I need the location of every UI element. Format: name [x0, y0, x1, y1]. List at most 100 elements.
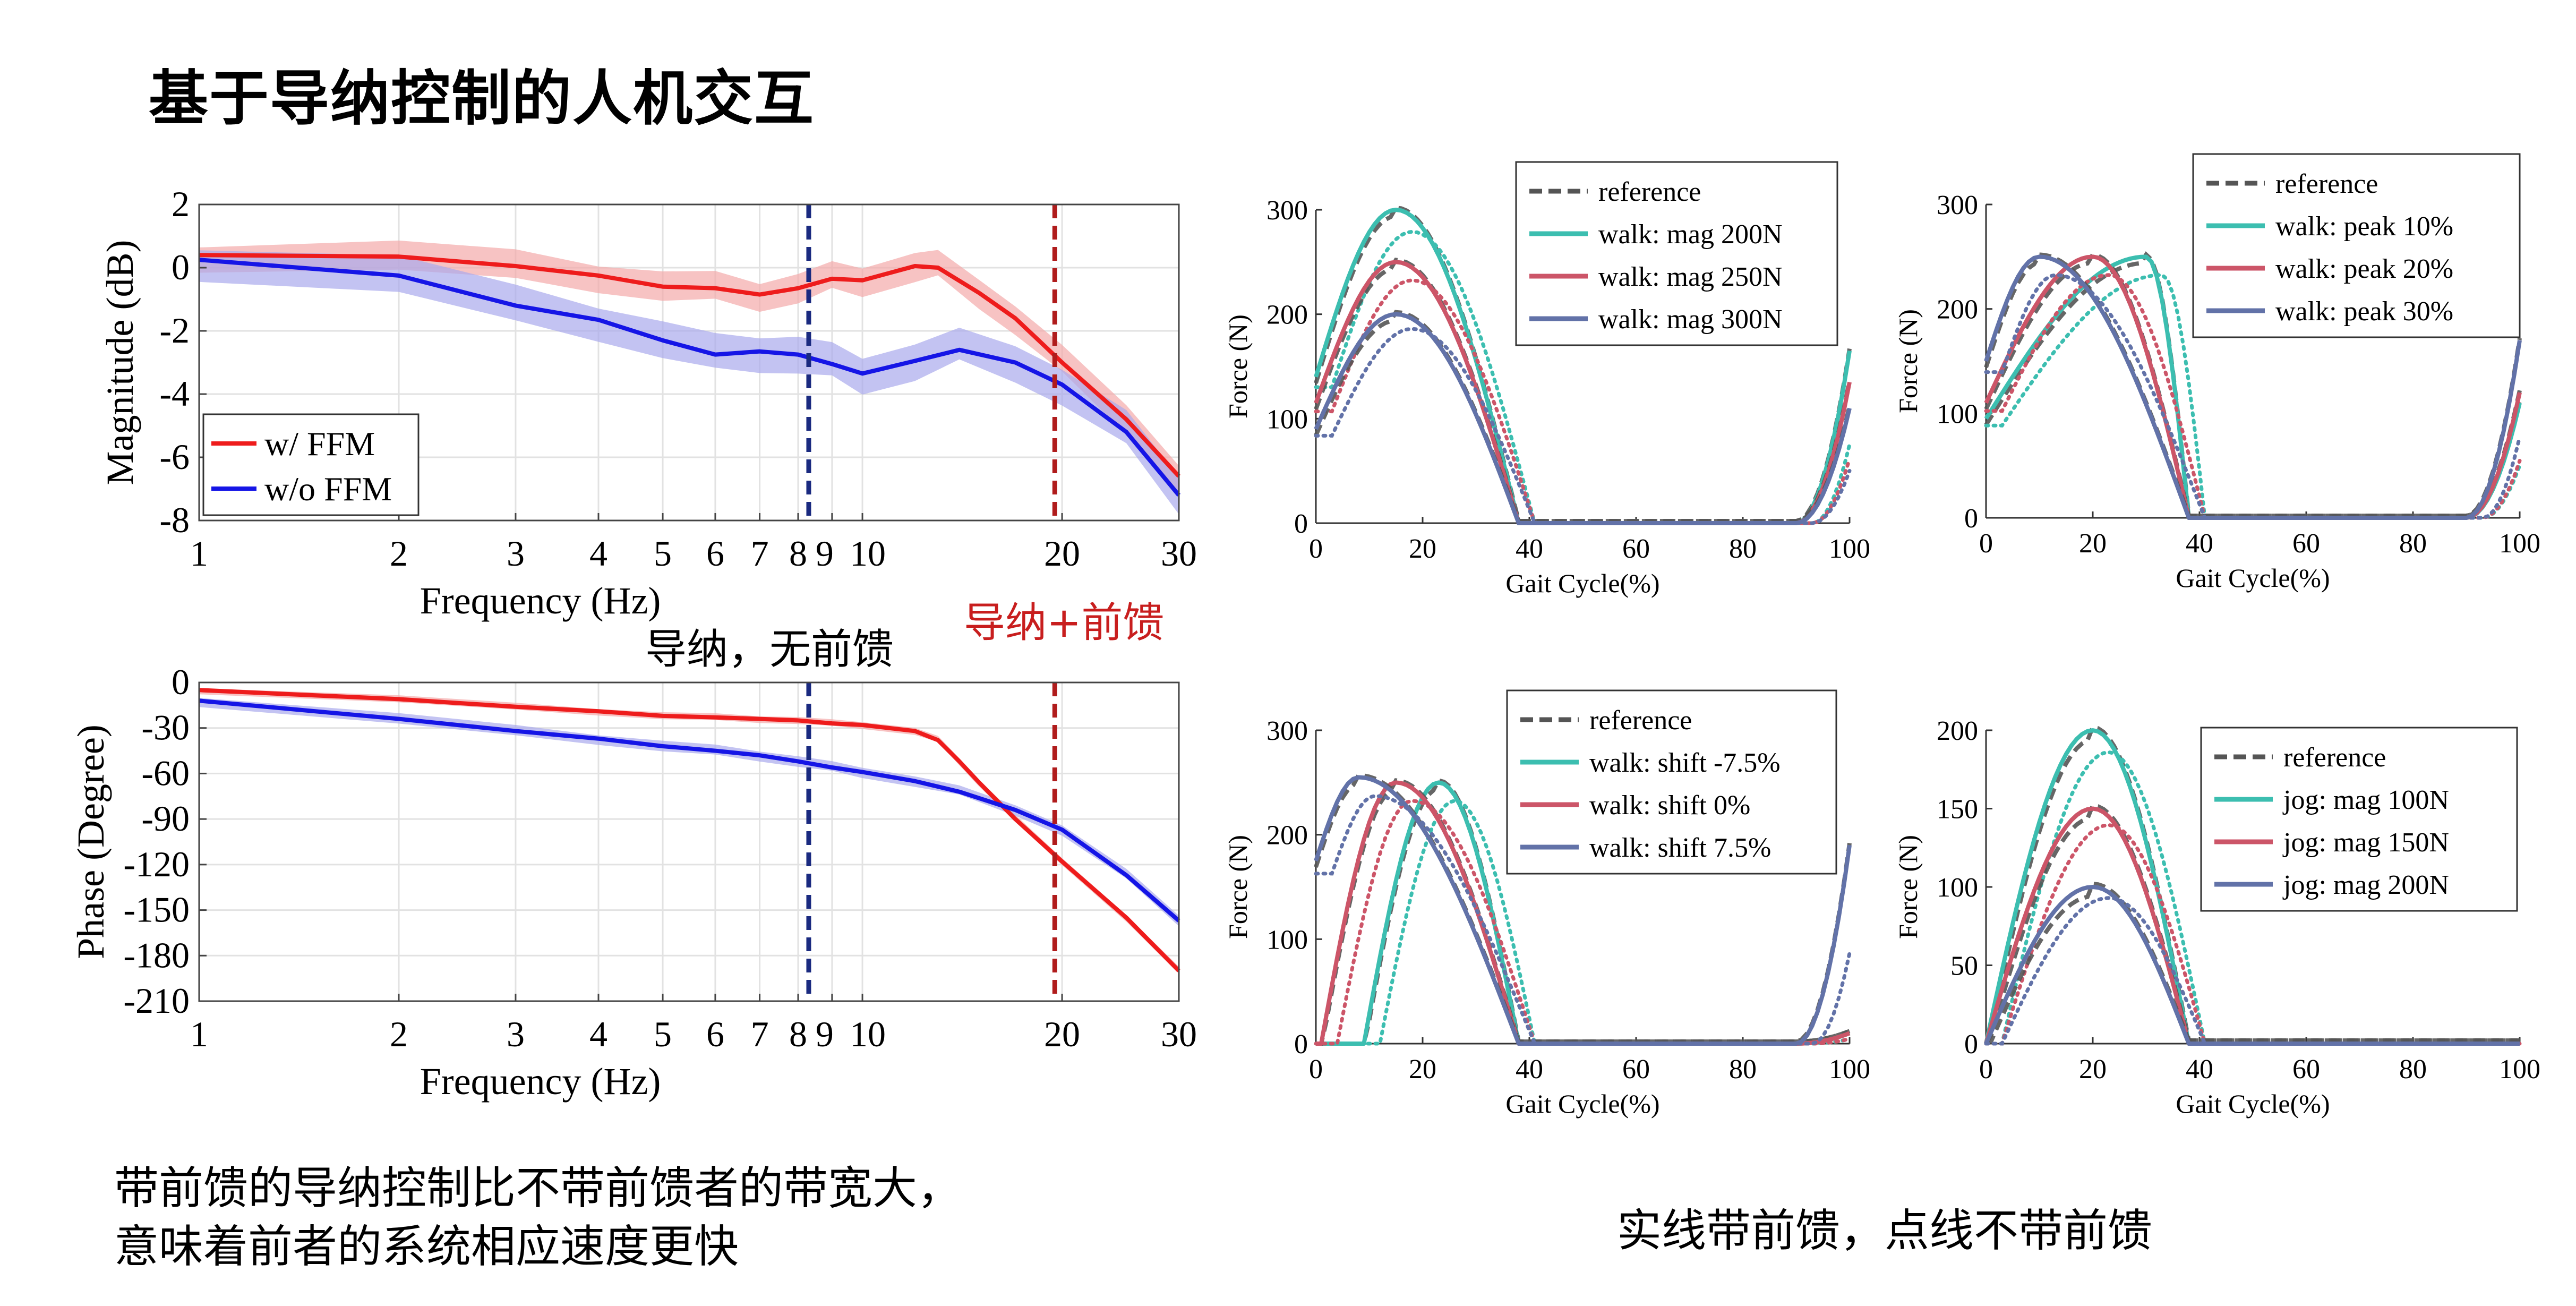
x-tick-label: 0 [1979, 528, 1993, 559]
y-axis-label: Force (N) [1223, 835, 1253, 939]
y-tick-label: -60 [141, 753, 190, 793]
plot-frame [198, 681, 1180, 1002]
reference-line [1985, 881, 2520, 1046]
series-line-dotted [1984, 896, 2522, 1046]
phase-chart: 1 2 3 4 5 6 7 8 9 10 20 30 0 -30 -60 -90 -120 -150 -180 -21… [70, 662, 1197, 1103]
x-tick-label: 100 [2499, 528, 2540, 559]
y-tick-label: 150 [1937, 795, 1978, 825]
reference-line [1984, 252, 2522, 518]
series-line-dotted [1314, 327, 1852, 525]
series-line-dotted [1314, 278, 1852, 525]
legend-label: reference [1598, 177, 1701, 207]
y-axis-label: Force (N) [1893, 309, 1923, 413]
annotation-admittance-no-ffm: 导纳，无前馈 [645, 626, 894, 673]
y-tick-label: 0 [172, 662, 190, 702]
x-axis-label: Frequency (Hz) [420, 1060, 661, 1103]
y-tick-label: -150 [123, 890, 190, 930]
x-tick-label: 0 [1979, 1054, 1993, 1085]
legend-label: walk: peak 30% [2275, 296, 2453, 327]
y-tick-label: 0 [172, 247, 190, 287]
y-tick-label: 300 [1937, 190, 1978, 220]
y-tick-label: 2 [172, 184, 190, 224]
x-tick-label: 8 [789, 1014, 807, 1054]
x-tick-label: 0 [1309, 534, 1323, 564]
x-tick-label: 40 [1516, 1054, 1543, 1085]
legend: reference walk: shift -7.5% walk: shift 0%… [1506, 689, 1837, 875]
y-tick-label: -6 [159, 437, 190, 477]
walk-magnitude-chart: 0 20 40 60 80 100 0 100 200 300 Gait Cycle(%) Force… [1223, 161, 1870, 598]
x-tick-label: 9 [816, 1014, 834, 1054]
x-tick-label: 60 [1622, 534, 1650, 564]
x-tick-label: 5 [654, 533, 672, 574]
legend-label: walk: peak 10% [2275, 211, 2453, 242]
x-tick-label: 60 [1622, 1054, 1650, 1085]
series-line-woffm [199, 258, 1181, 497]
annotation-admittance-ffm: 导纳+前馈 [964, 599, 1165, 647]
legend: reference walk: mag 200N walk: mag 250N wal… [1515, 161, 1838, 346]
legend: reference jog: mag 100N jog: mag 150N jog: … [2200, 727, 2518, 912]
x-tick-label: 2 [390, 1014, 408, 1054]
x-axis-label: Gait Cycle(%) [1505, 568, 1659, 598]
legend-label: reference [2283, 742, 2386, 773]
y-tick-label: 300 [1266, 195, 1308, 226]
y-tick-label: 0 [1294, 1029, 1308, 1060]
x-tick-label: 8 [789, 533, 807, 574]
x-tick-label: 40 [2186, 1054, 2213, 1085]
y-tick-label: 0 [1294, 509, 1308, 539]
x-axis-label: Frequency (Hz) [420, 579, 661, 622]
y-tick-label: -30 [141, 707, 190, 748]
x-tick-label: 6 [706, 1014, 724, 1054]
y-axis-label: Force (N) [1223, 314, 1253, 419]
x-axis-label: Gait Cycle(%) [2176, 563, 2330, 593]
x-tick-label: 40 [1516, 534, 1543, 564]
y-tick-label: 100 [1937, 873, 1978, 903]
x-tick-label: 80 [2399, 528, 2427, 559]
y-tick-label: -4 [159, 373, 190, 414]
legend-label: walk: mag 250N [1598, 262, 1783, 292]
legend-label: walk: shift 0% [1589, 790, 1750, 821]
x-tick-label: 20 [1409, 1054, 1436, 1085]
legend-label: walk: shift -7.5% [1589, 748, 1781, 778]
legend-label: walk: shift 7.5% [1589, 833, 1771, 863]
series-band-wffm [199, 688, 1179, 974]
y-tick-label: 50 [1950, 951, 1978, 981]
y-tick-label: 100 [1937, 399, 1978, 429]
x-tick-label: 60 [2292, 1054, 2320, 1085]
walk-shift-chart: 0 20 40 60 80 100 0 100 200 300 Gait Cycle(%) Force… [1223, 689, 1870, 1119]
x-tick-label: 60 [2292, 528, 2320, 559]
y-tick-label: -120 [123, 844, 190, 884]
x-tick-label: 1 [190, 533, 208, 574]
y-axis-label: Force (N) [1893, 835, 1923, 939]
bandwidth-note-line-1: 带前馈的导纳控制比不带前馈者的带宽大， [114, 1162, 962, 1214]
page-title: 基于导纳控制的人机交互 [149, 64, 815, 133]
reference-line [1984, 803, 2520, 1045]
series-line-wffm [199, 688, 1180, 972]
y-tick-label: 0 [1964, 503, 1978, 534]
series-band-woffm [199, 250, 1179, 515]
jog-magnitude-chart: 0 20 40 60 80 100 0 50 100 150 200 Gait Cycle(%) For… [1893, 716, 2540, 1119]
x-tick-label: 7 [751, 533, 769, 574]
y-tick-label: -8 [159, 500, 190, 540]
series-line-dotted [1314, 794, 1852, 1046]
y-tick-label: 0 [1964, 1029, 1978, 1060]
legend-label: jog: mag 200N [2282, 870, 2449, 900]
x-tick-label: 20 [1409, 534, 1436, 564]
x-tick-label: 30 [1161, 1014, 1197, 1054]
series-line-solid [1984, 254, 2522, 520]
y-tick-label: 200 [1937, 716, 1978, 746]
x-axis-label: Gait Cycle(%) [2176, 1089, 2330, 1119]
x-tick-label: 10 [850, 1014, 886, 1054]
y-axis-label: Magnitude (dB) [99, 240, 141, 485]
x-tick-label: 4 [589, 533, 607, 574]
y-tick-label: -2 [159, 310, 190, 351]
x-axis-label: Gait Cycle(%) [1505, 1089, 1659, 1119]
legend-label: reference [1589, 705, 1692, 736]
legend-label: reference [2275, 169, 2378, 199]
legend-label: w/ FFM [264, 425, 375, 463]
y-tick-label: 200 [1266, 300, 1308, 330]
x-tick-label: 3 [507, 1014, 525, 1054]
x-tick-label: 20 [1044, 533, 1080, 574]
legend-label: walk: mag 200N [1598, 219, 1783, 250]
